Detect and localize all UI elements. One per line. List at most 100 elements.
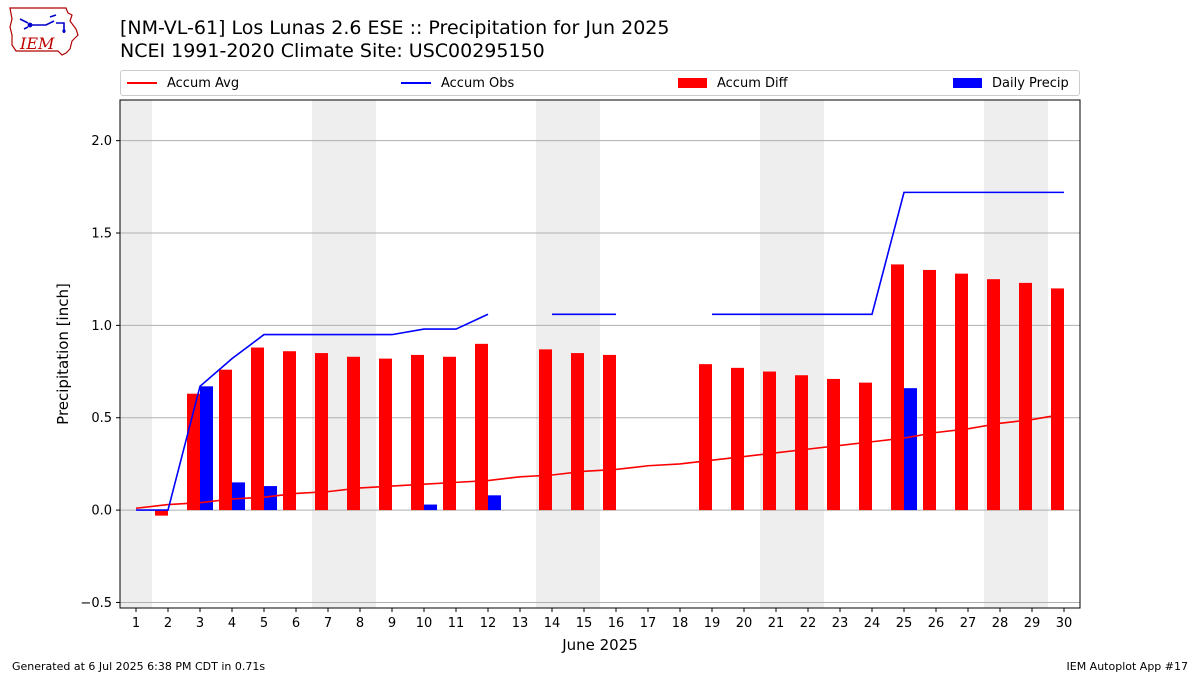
iem-logo: IEM bbox=[9, 7, 79, 56]
accum-diff-bar bbox=[411, 354, 424, 511]
accum-diff-bar bbox=[283, 351, 296, 511]
legend-swatch bbox=[401, 82, 431, 84]
x-tick-label: 3 bbox=[196, 616, 204, 631]
x-tick-label: 26 bbox=[928, 616, 945, 631]
accum-diff-bar bbox=[315, 353, 328, 511]
y-tick-label: 2.0 bbox=[91, 134, 112, 149]
accum-diff-bar bbox=[955, 273, 968, 511]
legend-item-accum-avg: Accum Avg bbox=[127, 71, 239, 95]
y-tick-label: 0.0 bbox=[91, 504, 112, 519]
x-tick-label: 6 bbox=[292, 616, 300, 631]
x-tick-label: 15 bbox=[576, 616, 593, 631]
accum-diff-bar bbox=[699, 364, 712, 511]
legend-label: Accum Avg bbox=[167, 75, 240, 91]
x-tick-label: 22 bbox=[800, 616, 817, 631]
legend-item-accum-obs: Accum Obs bbox=[401, 71, 514, 95]
x-tick-label: 17 bbox=[640, 616, 657, 631]
y-tick-label: 1.0 bbox=[91, 319, 112, 334]
x-tick-label: 12 bbox=[480, 616, 497, 631]
y-tick-label: 1.5 bbox=[91, 227, 112, 242]
logo-text: IEM bbox=[19, 34, 55, 53]
x-tick-label: 7 bbox=[324, 616, 332, 631]
legend-item-accum-diff: Accum Diff bbox=[678, 71, 788, 95]
grid-lines bbox=[120, 140, 1080, 603]
legend-item-daily-precip: Daily Precip bbox=[953, 71, 1069, 95]
x-tick-label: 30 bbox=[1056, 616, 1073, 631]
x-axis-label: June 2025 bbox=[561, 636, 638, 654]
daily-precip-bar bbox=[424, 504, 437, 511]
x-tick-label: 23 bbox=[832, 616, 849, 631]
accum-diff-bar bbox=[827, 378, 840, 511]
daily-precip-bar bbox=[488, 495, 501, 511]
accum-diff-bar bbox=[571, 353, 584, 511]
series-lines bbox=[135, 191, 1065, 511]
footer-app: IEM Autoplot App #17 bbox=[1066, 660, 1189, 673]
daily-precip-bar bbox=[232, 482, 245, 511]
bars bbox=[155, 264, 1064, 516]
legend-label: Accum Diff bbox=[717, 75, 788, 91]
footer-generated: Generated at 6 Jul 2025 6:38 PM CDT in 0… bbox=[12, 660, 266, 673]
accum-diff-bar bbox=[251, 347, 264, 511]
y-tick-label: 0.5 bbox=[91, 411, 112, 426]
x-tick-label: 13 bbox=[512, 616, 529, 631]
accum-diff-bar bbox=[155, 510, 168, 516]
accum-diff-bar bbox=[219, 369, 232, 511]
weekend-band bbox=[984, 100, 1048, 608]
legend-label: Accum Obs bbox=[441, 75, 515, 91]
x-tick-label: 18 bbox=[672, 616, 689, 631]
plot-frame bbox=[119, 99, 1081, 609]
legend-swatch bbox=[953, 78, 982, 88]
accum-diff-bar bbox=[795, 375, 808, 511]
x-tick-label: 1 bbox=[132, 616, 140, 631]
x-tick-label: 21 bbox=[768, 616, 785, 631]
weekend-band bbox=[120, 100, 152, 608]
x-tick-label: 24 bbox=[864, 616, 881, 631]
x-tick-label: 8 bbox=[356, 616, 364, 631]
accum-diff-bar bbox=[347, 356, 360, 511]
x-tick-label: 11 bbox=[448, 616, 465, 631]
accum-obs-line bbox=[712, 191, 1064, 316]
x-tick-label: 25 bbox=[896, 616, 913, 631]
x-tick-label: 29 bbox=[1024, 616, 1041, 631]
chart-legend: Accum Avg Accum Obs Accum Diff Daily Pre… bbox=[120, 70, 1080, 96]
accum-avg-line bbox=[135, 413, 1065, 510]
daily-precip-bar bbox=[264, 486, 277, 511]
x-tick-label: 16 bbox=[608, 616, 625, 631]
accum-diff-bar bbox=[763, 371, 776, 511]
x-tick-label: 4 bbox=[228, 616, 236, 631]
x-tick-label: 14 bbox=[544, 616, 561, 631]
accum-diff-bar bbox=[891, 264, 904, 511]
daily-precip-bar bbox=[200, 386, 213, 511]
accum-diff-bar bbox=[731, 367, 744, 511]
daily-precip-bar bbox=[904, 388, 917, 511]
x-tick-label: 28 bbox=[992, 616, 1009, 631]
x-tick-label: 19 bbox=[704, 616, 721, 631]
x-tick-label: 2 bbox=[164, 616, 172, 631]
y-tick-label: −0.5 bbox=[80, 596, 112, 611]
accum-diff-bar bbox=[1019, 282, 1032, 511]
accum-diff-bar bbox=[859, 382, 872, 511]
x-tick-label: 20 bbox=[736, 616, 753, 631]
weekend-bands bbox=[120, 100, 1048, 608]
accum-diff-bar bbox=[1051, 288, 1064, 511]
chart-title: [NM-VL-61] Los Lunas 2.6 ESE :: Precipit… bbox=[120, 17, 670, 39]
x-tick-label: 9 bbox=[388, 616, 396, 631]
accum-diff-bar bbox=[987, 279, 1000, 511]
legend-swatch bbox=[678, 78, 707, 88]
weekend-band bbox=[536, 100, 600, 608]
accum-diff-bar bbox=[539, 349, 552, 511]
legend-label: Daily Precip bbox=[992, 75, 1069, 91]
y-axis-label: Precipitation [inch] bbox=[54, 283, 72, 425]
x-tick-label: 10 bbox=[416, 616, 433, 631]
accum-diff-bar bbox=[379, 358, 392, 511]
x-tick-label: 27 bbox=[960, 616, 977, 631]
weekend-band bbox=[312, 100, 376, 608]
legend-swatch bbox=[127, 82, 157, 84]
accum-diff-bar bbox=[923, 269, 936, 511]
axis-ticks: −0.50.00.51.01.52.01 2 3 4 5 6 7 8 9 10 11 12 13 14 15… bbox=[80, 134, 1072, 631]
x-tick-label: 5 bbox=[260, 616, 268, 631]
accum-diff-bar bbox=[443, 356, 456, 511]
accum-obs-line bbox=[136, 313, 489, 511]
accum-diff-bar bbox=[475, 343, 488, 511]
